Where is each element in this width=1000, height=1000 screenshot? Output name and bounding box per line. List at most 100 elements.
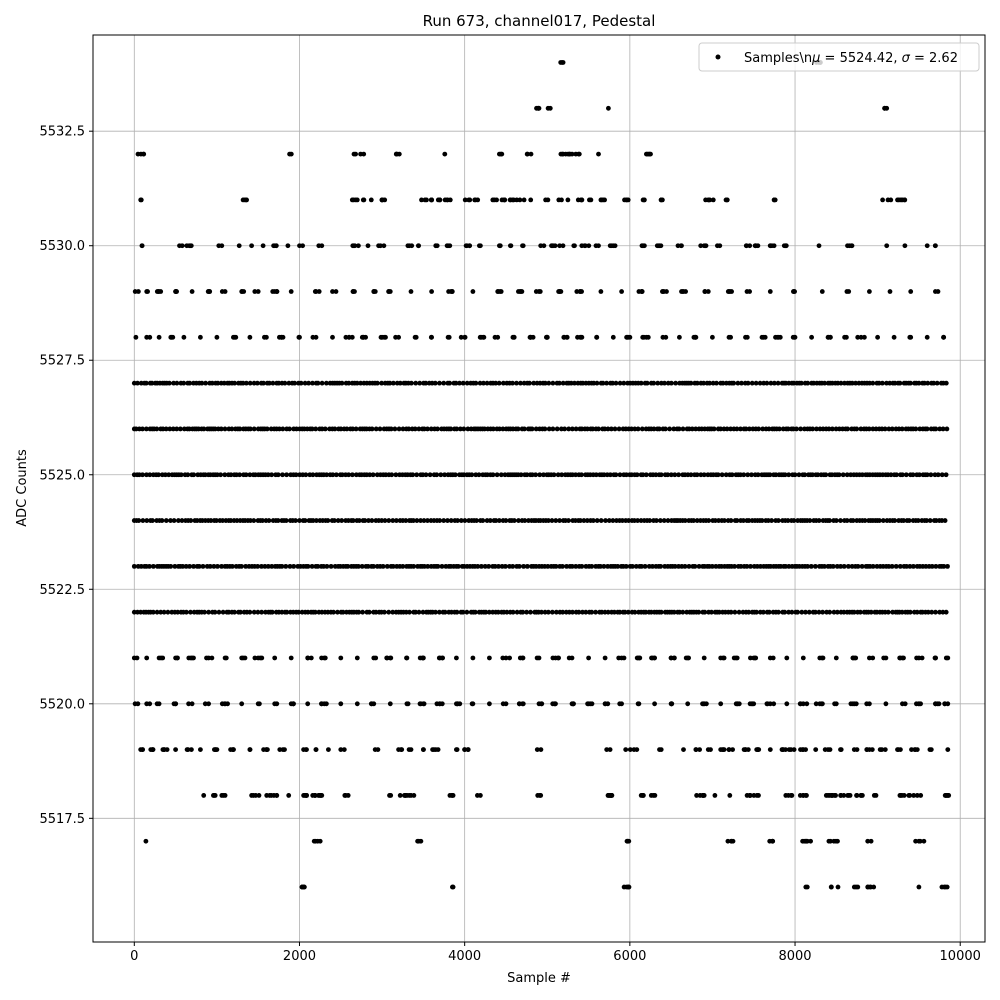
data-point	[549, 243, 554, 249]
data-point	[367, 472, 373, 478]
data-point	[318, 793, 324, 798]
data-point	[671, 426, 677, 432]
data-point	[899, 426, 905, 432]
data-point	[462, 334, 468, 340]
data-point	[748, 563, 753, 569]
data-point	[475, 793, 480, 798]
data-point	[442, 609, 448, 615]
data-point	[629, 426, 634, 432]
data-point	[732, 563, 737, 569]
data-point	[589, 609, 595, 615]
data-point	[802, 472, 808, 478]
data-point	[875, 334, 880, 340]
data-point	[552, 243, 558, 249]
data-point	[617, 472, 623, 478]
data-point	[571, 243, 577, 249]
data-point	[203, 380, 209, 386]
data-point	[356, 609, 362, 615]
data-point	[768, 380, 774, 386]
data-point	[853, 380, 858, 386]
data-point	[709, 563, 715, 569]
data-point	[720, 380, 726, 386]
data-point	[897, 380, 903, 386]
data-point	[747, 793, 753, 798]
data-point	[430, 747, 435, 753]
data-point	[236, 243, 242, 249]
data-point	[755, 472, 761, 478]
data-point	[850, 518, 856, 523]
data-point	[396, 151, 402, 157]
data-point	[464, 609, 470, 615]
data-point	[706, 518, 712, 523]
data-point	[168, 563, 174, 569]
data-point	[884, 243, 890, 249]
data-point	[392, 426, 398, 432]
data-point	[469, 472, 475, 478]
data-point	[175, 609, 181, 615]
data-point	[625, 609, 631, 615]
data-point	[712, 518, 718, 523]
data-point	[638, 380, 644, 386]
data-point	[785, 518, 791, 523]
data-point	[919, 655, 925, 661]
data-point	[173, 289, 179, 294]
data-point	[232, 334, 238, 340]
data-point	[305, 655, 311, 661]
data-point	[350, 426, 356, 432]
data-point	[412, 426, 418, 432]
data-point	[820, 609, 825, 615]
data-point	[514, 609, 520, 615]
data-point	[576, 151, 582, 157]
data-point	[702, 289, 708, 294]
data-point	[475, 197, 481, 203]
data-point	[745, 747, 751, 753]
data-point	[576, 609, 582, 615]
data-point	[738, 563, 744, 569]
data-point	[251, 609, 257, 615]
data-point	[588, 197, 594, 203]
data-point	[487, 518, 493, 523]
data-point	[854, 793, 859, 798]
data-point	[675, 243, 681, 249]
data-point	[654, 518, 659, 523]
data-point	[612, 426, 618, 432]
data-point	[882, 747, 888, 753]
data-point	[446, 334, 452, 340]
data-point	[296, 334, 302, 340]
data-point	[212, 609, 218, 615]
data-point	[744, 563, 750, 569]
data-point	[284, 609, 290, 615]
data-point	[823, 793, 829, 798]
data-point	[232, 380, 238, 386]
data-point	[877, 747, 883, 753]
data-point	[400, 563, 406, 569]
data-point	[498, 472, 504, 478]
data-point	[630, 563, 635, 569]
data-point	[252, 655, 258, 661]
data-point	[886, 426, 892, 432]
data-point	[310, 334, 316, 340]
data-point	[853, 655, 859, 661]
data-point	[206, 609, 212, 615]
data-point	[916, 884, 922, 890]
data-point	[516, 518, 521, 523]
data-point	[697, 747, 702, 753]
data-point	[191, 563, 197, 569]
data-point	[553, 518, 559, 523]
data-point	[221, 793, 226, 798]
data-point	[228, 472, 234, 478]
data-point	[641, 243, 646, 249]
data-point	[165, 609, 171, 615]
data-point	[786, 747, 792, 753]
data-point	[894, 472, 899, 478]
data-point	[244, 380, 249, 386]
data-point	[819, 289, 825, 294]
x-tick-label: 10000	[940, 949, 981, 964]
data-point	[804, 701, 810, 707]
data-point	[877, 518, 882, 523]
data-point	[248, 426, 253, 432]
data-point	[553, 563, 559, 569]
data-point	[530, 334, 536, 340]
data-point	[135, 151, 141, 157]
data-point	[562, 426, 567, 432]
